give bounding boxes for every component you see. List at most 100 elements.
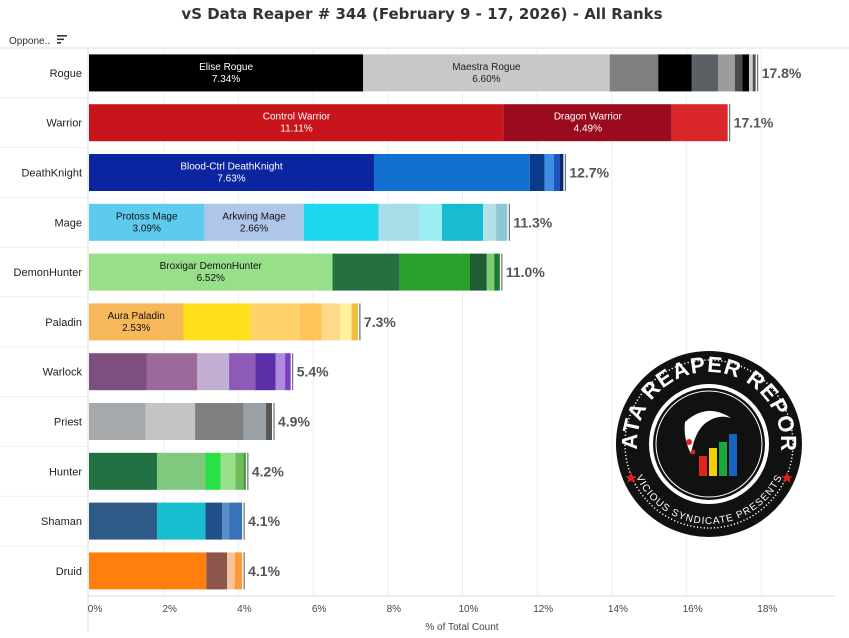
bar-segment[interactable] [373,154,530,191]
bar-segment[interactable] [469,253,487,291]
bar-segment[interactable] [275,353,286,391]
bar-segment[interactable] [441,203,484,241]
bar-segment[interactable] [255,353,276,391]
logo-center-ring [655,390,763,498]
x-tick-label: 0% [88,604,103,615]
bar-segment[interactable] [544,154,555,191]
segment-name-label: Protoss Mage [116,211,178,222]
bar-segment[interactable] [89,154,374,191]
segment-name-label: Broxigar DemonHunter [160,261,263,272]
row-total-label: 11.3% [513,214,552,230]
bar-segment[interactable] [299,303,322,341]
bar-segment[interactable] [89,203,205,241]
bar-row-priest[interactable]: Priest 4.9% [54,403,311,440]
bar-segment[interactable] [183,303,251,341]
bar-segment[interactable] [321,303,341,341]
bar-segment[interactable] [145,403,196,440]
bar-segment[interactable] [419,203,442,241]
bar-segment[interactable] [220,452,236,490]
category-label: Warrior [46,118,82,130]
bar-segment[interactable] [206,552,228,590]
bar-segment[interactable] [89,552,207,590]
segment-value-label: 2.66% [240,223,268,234]
bar-segment[interactable] [529,154,545,191]
x-tick-label: 16% [683,604,703,615]
row-dividers [0,97,88,547]
bar-segment[interactable] [658,54,692,92]
sort-icon[interactable] [57,35,67,44]
bar-segment[interactable] [243,403,267,440]
bar-segment[interactable] [285,353,291,391]
bar-segment[interactable] [205,452,221,490]
bar-segment[interactable] [250,303,300,341]
bar-segment[interactable] [89,104,504,142]
bar-segment[interactable] [496,203,508,241]
bar-segment[interactable] [195,403,244,440]
bar-row-shaman[interactable]: Shaman 4.1% [41,502,281,540]
bar-segment[interactable] [559,154,564,191]
bar-segment[interactable] [734,54,743,92]
bar-row-hunter[interactable]: Hunter 4.2% [49,452,284,490]
category-label: Warlock [43,367,83,379]
bar-segment[interactable] [378,203,420,241]
bar-segment[interactable] [340,303,352,341]
bar-segment[interactable] [229,502,243,540]
segment-value-label: 11.11% [280,124,313,135]
bar-segment[interactable] [332,253,400,291]
bar-segment[interactable] [89,253,333,291]
bar-segment[interactable] [222,502,230,540]
row-total-label: 4.2% [252,463,284,479]
x-tick-label: 10% [458,604,478,615]
bar-segment[interactable] [227,552,235,590]
bar-segment[interactable] [748,54,753,92]
row-total-label: 7.3% [364,314,396,330]
bar-segment[interactable] [229,353,256,391]
bar-segment[interactable] [156,502,206,540]
segment-value-label: 6.60% [472,74,500,85]
bar-segment[interactable] [717,54,735,92]
bar-segment[interactable] [351,303,358,341]
bar-segment[interactable] [503,104,672,142]
bar-segment[interactable] [691,54,718,92]
chart-title: vS Data Reaper # 344 (February 9 - 17, 2… [181,5,662,23]
bar-segment[interactable] [89,353,147,391]
bar-segment[interactable] [89,303,184,341]
bar-segment[interactable] [234,552,243,590]
row-total-label: 12.7% [569,165,609,181]
bar-segment[interactable] [89,54,364,92]
bar-segment[interactable] [483,203,497,241]
bar-segment[interactable] [486,253,495,291]
logo-dotted-ring [624,359,794,529]
bar-row-druid[interactable]: Druid 4.1% [56,552,281,590]
bar-segment[interactable] [609,54,659,92]
bar-segment[interactable] [197,353,230,391]
bar-segment[interactable] [554,154,560,191]
bar-segment[interactable] [204,203,304,241]
bar-segment[interactable] [494,253,500,291]
bar-segment[interactable] [89,452,157,490]
bar-segment[interactable] [146,353,198,391]
bar-segment[interactable] [363,54,610,92]
bar-row-warlock[interactable]: Warlock 5.4% [43,353,329,391]
bar-segment[interactable] [671,104,728,142]
bar-segment[interactable] [89,403,146,440]
bar-segment[interactable] [303,203,379,241]
bar-segment[interactable] [89,502,157,540]
bar-segment[interactable] [752,54,756,92]
category-label: Paladin [45,317,82,329]
bar-segment[interactable] [243,452,246,490]
bar-segment[interactable] [742,54,749,92]
row-header[interactable]: Oppone.. [9,35,67,47]
bar-segment[interactable] [266,403,273,440]
segment-name-label: Aura Paladin [108,311,165,322]
bar-segment[interactable] [235,452,244,490]
bar-segment[interactable] [399,253,470,291]
bar-segment[interactable] [156,452,206,490]
bar-segment[interactable] [205,502,223,540]
